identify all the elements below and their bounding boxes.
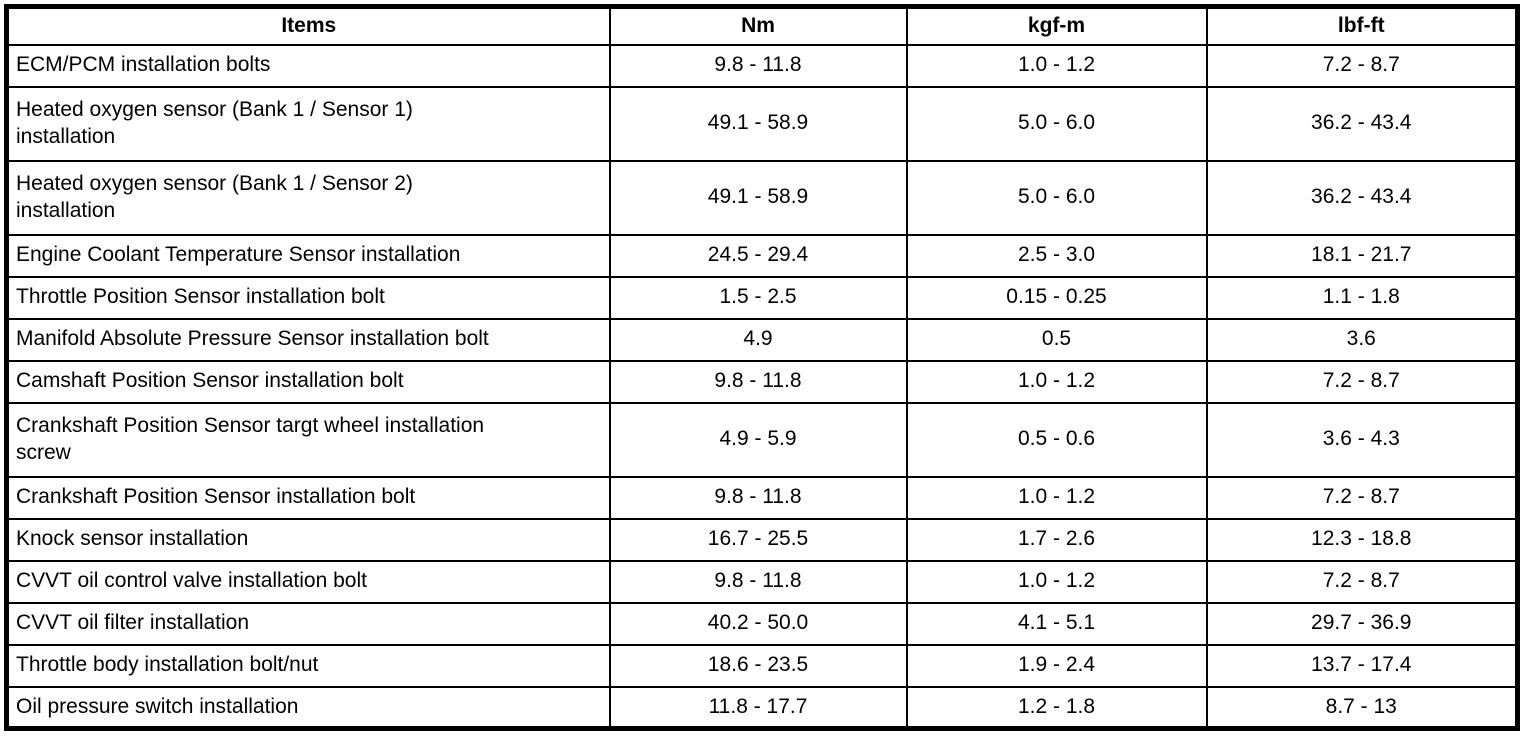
- item-cell: Crankshaft Position Sensor installation …: [5, 475, 611, 520]
- lbfft-value-cell: 3.6 - 4.3: [1205, 401, 1519, 478]
- kgfm-value-cell: 1.0 - 1.2: [905, 475, 1208, 520]
- item-cell: Crankshaft Position Sensor targt wheel i…: [5, 401, 611, 478]
- table-row: Manifold Absolute Pressure Sensor instal…: [5, 317, 1519, 362]
- nm-value-cell: 16.7 - 25.5: [608, 517, 908, 562]
- kgfm-value-cell: 0.5 - 0.6: [905, 401, 1208, 478]
- lbfft-value-cell: 7.2 - 8.7: [1205, 43, 1519, 88]
- item-cell: Engine Coolant Temperature Sensor instal…: [5, 233, 611, 278]
- table-row: Camshaft Position Sensor installation bo…: [5, 359, 1519, 404]
- table-row: Heated oxygen sensor (Bank 1 / Sensor 2)…: [5, 159, 1519, 236]
- nm-value-cell: 49.1 - 58.9: [608, 85, 908, 162]
- table-row: Throttle body installation bolt/nut 18.6…: [5, 643, 1519, 688]
- table-row: CVVT oil control valve installation bolt…: [5, 559, 1519, 604]
- nm-value-cell: 1.5 - 2.5: [608, 275, 908, 320]
- kgfm-value-cell: 5.0 - 6.0: [905, 159, 1208, 236]
- kgfm-value-cell: 1.7 - 2.6: [905, 517, 1208, 562]
- nm-value-cell: 4.9 - 5.9: [608, 401, 908, 478]
- lbfft-value-cell: 7.2 - 8.7: [1205, 359, 1519, 404]
- table-row: Crankshaft Position Sensor targt wheel i…: [5, 401, 1519, 478]
- item-cell: CVVT oil control valve installation bolt: [5, 559, 611, 604]
- table-row: Knock sensor installation 16.7 - 25.5 1.…: [5, 517, 1519, 562]
- lbfft-value-cell: 18.1 - 21.7: [1205, 233, 1519, 278]
- table-header-row: Items Nm kgf-m lbf-ft: [5, 5, 1519, 46]
- lbfft-value-cell: 1.1 - 1.8: [1205, 275, 1519, 320]
- table-row: Oil pressure switch installation 11.8 - …: [5, 685, 1519, 730]
- item-cell: Heated oxygen sensor (Bank 1 / Sensor 2)…: [5, 159, 611, 236]
- kgfm-value-cell: 4.1 - 5.1: [905, 601, 1208, 646]
- lbfft-value-cell: 36.2 - 43.4: [1205, 85, 1519, 162]
- table-row: CVVT oil filter installation 40.2 - 50.0…: [5, 601, 1519, 646]
- kgfm-value-cell: 1.0 - 1.2: [905, 359, 1208, 404]
- column-header-kgfm: kgf-m: [905, 5, 1208, 46]
- table-row: Heated oxygen sensor (Bank 1 / Sensor 1)…: [5, 85, 1519, 162]
- item-cell: Knock sensor installation: [5, 517, 611, 562]
- nm-value-cell: 49.1 - 58.9: [608, 159, 908, 236]
- lbfft-value-cell: 8.7 - 13: [1205, 685, 1519, 730]
- item-cell: CVVT oil filter installation: [5, 601, 611, 646]
- lbfft-value-cell: 7.2 - 8.7: [1205, 559, 1519, 604]
- nm-value-cell: 9.8 - 11.8: [608, 475, 908, 520]
- kgfm-value-cell: 1.2 - 1.8: [905, 685, 1208, 730]
- torque-spec-table: Items Nm kgf-m lbf-ft ECM/PCM installati…: [4, 4, 1520, 731]
- nm-value-cell: 4.9: [608, 317, 908, 362]
- table-row: Engine Coolant Temperature Sensor instal…: [5, 233, 1519, 278]
- nm-value-cell: 40.2 - 50.0: [608, 601, 908, 646]
- item-cell: Throttle Position Sensor installation bo…: [5, 275, 611, 320]
- nm-value-cell: 9.8 - 11.8: [608, 559, 908, 604]
- lbfft-value-cell: 3.6: [1205, 317, 1519, 362]
- nm-value-cell: 11.8 - 17.7: [608, 685, 908, 730]
- nm-value-cell: 18.6 - 23.5: [608, 643, 908, 688]
- item-cell: Throttle body installation bolt/nut: [5, 643, 611, 688]
- column-header-items: Items: [5, 5, 611, 46]
- kgfm-value-cell: 0.15 - 0.25: [905, 275, 1208, 320]
- kgfm-value-cell: 5.0 - 6.0: [905, 85, 1208, 162]
- item-cell: Manifold Absolute Pressure Sensor instal…: [5, 317, 611, 362]
- table-row: ECM/PCM installation bolts 9.8 - 11.8 1.…: [5, 43, 1519, 88]
- kgfm-value-cell: 1.9 - 2.4: [905, 643, 1208, 688]
- lbfft-value-cell: 12.3 - 18.8: [1205, 517, 1519, 562]
- lbfft-value-cell: 29.7 - 36.9: [1205, 601, 1519, 646]
- kgfm-value-cell: 2.5 - 3.0: [905, 233, 1208, 278]
- column-header-nm: Nm: [608, 5, 908, 46]
- column-header-lbfft: lbf-ft: [1205, 5, 1519, 46]
- nm-value-cell: 9.8 - 11.8: [608, 359, 908, 404]
- lbfft-value-cell: 7.2 - 8.7: [1205, 475, 1519, 520]
- kgfm-value-cell: 1.0 - 1.2: [905, 43, 1208, 88]
- kgfm-value-cell: 1.0 - 1.2: [905, 559, 1208, 604]
- item-cell: Heated oxygen sensor (Bank 1 / Sensor 1)…: [5, 85, 611, 162]
- item-cell: ECM/PCM installation bolts: [5, 43, 611, 88]
- lbfft-value-cell: 36.2 - 43.4: [1205, 159, 1519, 236]
- nm-value-cell: 24.5 - 29.4: [608, 233, 908, 278]
- table-row: Throttle Position Sensor installation bo…: [5, 275, 1519, 320]
- kgfm-value-cell: 0.5: [905, 317, 1208, 362]
- nm-value-cell: 9.8 - 11.8: [608, 43, 908, 88]
- item-cell: Camshaft Position Sensor installation bo…: [5, 359, 611, 404]
- item-cell: Oil pressure switch installation: [5, 685, 611, 730]
- table-row: Crankshaft Position Sensor installation …: [5, 475, 1519, 520]
- lbfft-value-cell: 13.7 - 17.4: [1205, 643, 1519, 688]
